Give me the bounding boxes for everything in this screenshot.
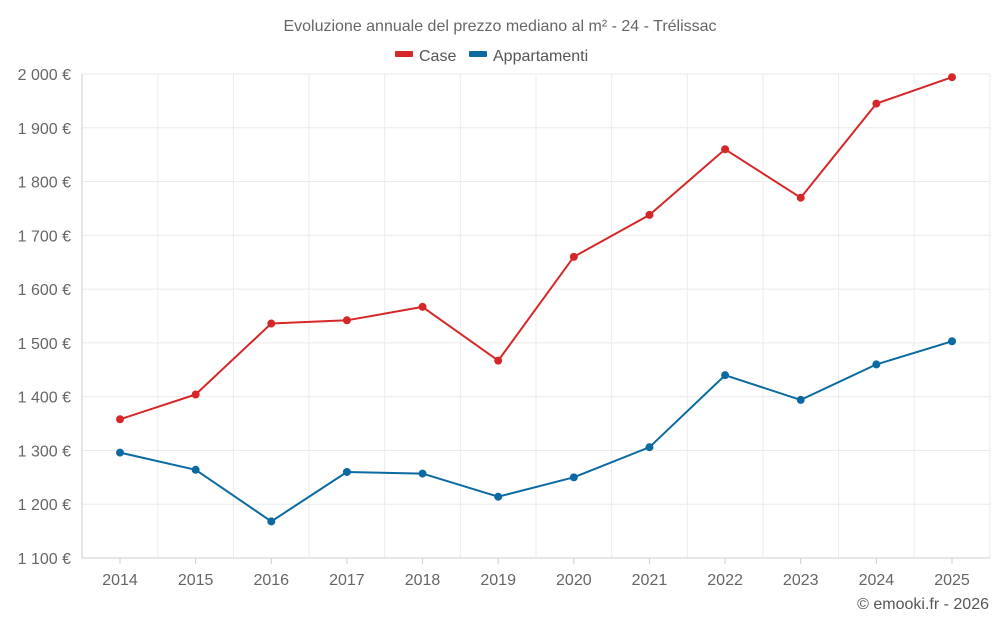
data-point-case[interactable] [267,319,276,328]
data-point-case[interactable] [645,210,654,219]
y-tick-label: 1 300 € [18,443,71,460]
legend-item-appartamenti[interactable]: Appartamenti [469,48,588,65]
x-tick-label: 2021 [632,572,668,589]
data-point-appartamenti[interactable] [721,371,730,380]
series-layer [116,73,956,526]
y-tick-label: 1 800 € [18,175,71,192]
x-tick-label: 2015 [178,572,214,589]
data-point-appartamenti[interactable] [569,473,578,482]
x-tick-label: 2018 [405,572,441,589]
x-tick-label: 2024 [859,572,895,589]
data-point-case[interactable] [569,252,578,261]
x-tick-label: 2016 [253,572,289,589]
x-tick-label: 2014 [102,572,138,589]
data-point-case[interactable] [494,356,503,365]
data-point-appartamenti[interactable] [267,517,276,526]
legend-label-case: Case [419,48,456,65]
series-appartamenti [116,337,956,526]
y-tick-label: 1 200 € [18,497,71,514]
x-tick-label: 2023 [783,572,819,589]
y-tick-label: 1 600 € [18,282,71,299]
series-case [116,73,956,424]
data-point-case[interactable] [796,193,805,202]
x-tick-label: 2022 [707,572,743,589]
series-line-appartamenti [119,340,953,523]
data-point-appartamenti[interactable] [494,492,503,501]
data-point-case[interactable] [721,145,730,154]
data-point-case[interactable] [116,415,124,424]
legend-swatch-case [395,51,413,57]
y-tick-label: 1 700 € [18,228,71,245]
data-point-appartamenti[interactable] [116,448,124,457]
data-point-appartamenti[interactable] [645,443,654,452]
data-point-appartamenti[interactable] [948,337,956,346]
legend-label-appartamenti: Appartamenti [493,48,588,65]
x-tick-label: 2025 [934,572,970,589]
y-tick-label: 1 400 € [18,390,71,407]
data-point-appartamenti[interactable] [191,465,200,474]
data-point-case[interactable] [948,73,956,82]
y-tick-label: 1 500 € [18,336,71,353]
axes: 1 100 € 1 200 € 1 300 € 1 400 € 1 500 € 1 600… [18,67,990,589]
data-point-case[interactable] [342,316,351,325]
y-tick-label: 1 100 € [18,551,71,568]
series-line-case [119,76,953,421]
data-point-appartamenti[interactable] [796,395,805,404]
data-point-appartamenti[interactable] [872,360,881,369]
data-point-case[interactable] [418,302,427,311]
x-tick-label: 2020 [556,572,592,589]
credit-text: © emooki.fr - 2026 [857,596,989,613]
x-tick-label: 2019 [480,572,516,589]
legend-item-case[interactable]: Case [395,48,456,65]
data-point-appartamenti[interactable] [418,469,427,478]
data-point-case[interactable] [872,99,881,108]
gridlines [81,73,991,558]
y-tick-label: 2 000 € [18,67,71,84]
legend-swatch-appartamenti [469,51,487,57]
data-point-appartamenti[interactable] [342,467,351,476]
legend: Case Appartamenti [395,48,588,65]
data-point-case[interactable] [191,390,200,399]
y-tick-label: 1 900 € [18,121,71,138]
x-tick-label: 2017 [329,572,365,589]
chart-title: Evoluzione annuale del prezzo mediano al… [283,18,716,35]
